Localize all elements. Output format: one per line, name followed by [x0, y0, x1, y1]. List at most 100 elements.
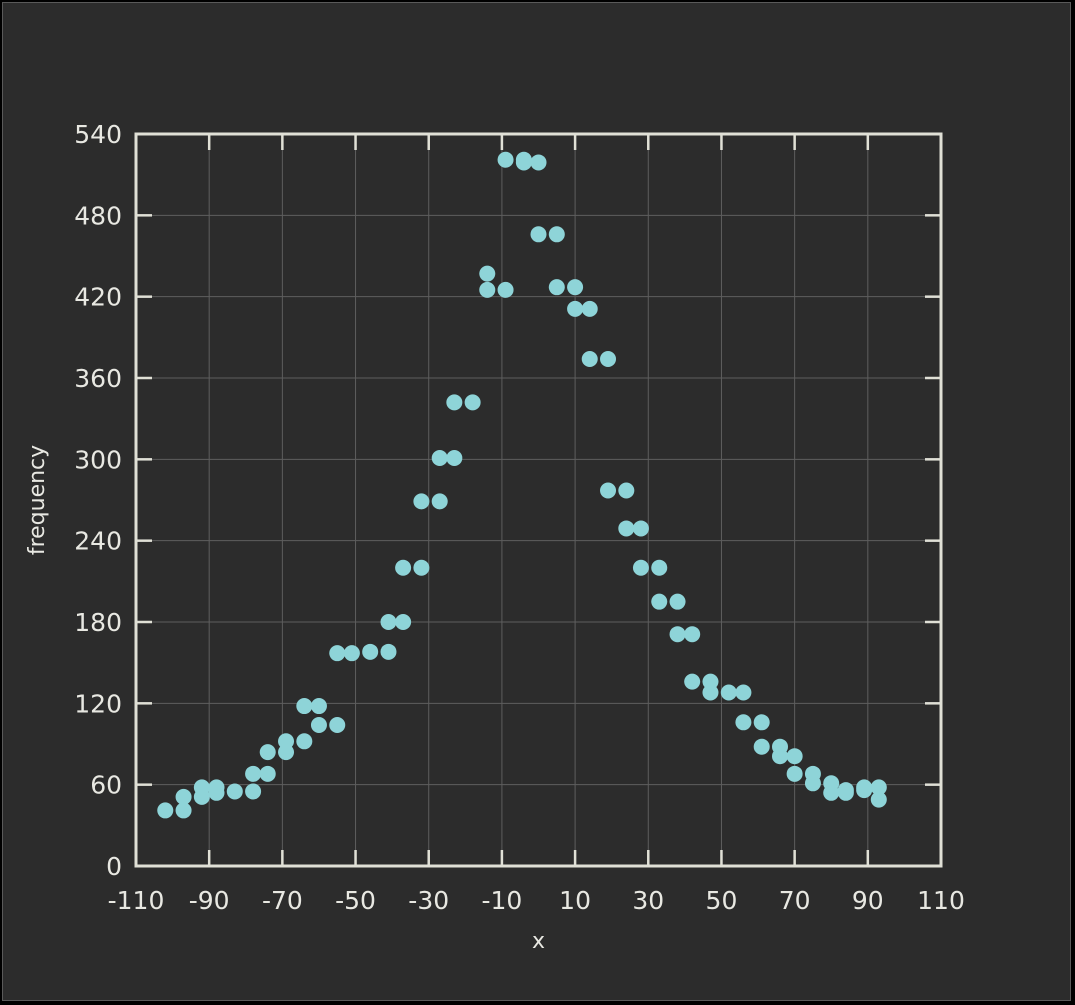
- data-point: [431, 449, 448, 466]
- data-point: [278, 733, 295, 750]
- grid-lines: [135, 133, 942, 867]
- y-tick-label: 60: [90, 771, 122, 800]
- x-tick-label: 50: [706, 886, 738, 915]
- data-point: [548, 279, 565, 296]
- data-point: [310, 698, 327, 715]
- data-point: [684, 626, 701, 643]
- x-tick-label: -30: [408, 886, 449, 915]
- data-point: [431, 493, 448, 510]
- x-axis-label: x: [532, 929, 545, 954]
- data-point: [632, 559, 649, 576]
- data-point: [753, 738, 770, 755]
- data-point: [329, 717, 346, 734]
- y-tick-label: 300: [74, 445, 122, 474]
- data-point: [157, 802, 174, 819]
- data-point: [479, 281, 496, 298]
- data-point: [175, 788, 192, 805]
- y-tick-label: 0: [106, 852, 122, 881]
- data-point: [735, 684, 752, 701]
- y-tick-labels: 0 60 120 180 240 300 360 420 480 540: [74, 120, 122, 881]
- data-point: [208, 779, 225, 796]
- data-point: [669, 626, 686, 643]
- x-tick-label: 10: [559, 886, 591, 915]
- data-point: [245, 783, 262, 800]
- y-axis-label: frequency: [25, 445, 50, 555]
- x-tick-label: 30: [632, 886, 664, 915]
- data-point: [669, 593, 686, 610]
- data-point: [380, 614, 397, 630]
- data-point: [786, 748, 803, 765]
- x-tick-label: 70: [779, 886, 811, 915]
- data-point: [446, 449, 463, 466]
- y-tick-label: 420: [74, 283, 122, 312]
- data-point: [226, 783, 243, 800]
- y-tick-label: 480: [74, 201, 122, 230]
- data-point: [296, 733, 313, 750]
- data-point: [515, 154, 532, 171]
- data-point: [735, 714, 752, 731]
- data-point: [870, 779, 887, 796]
- data-point: [772, 748, 788, 765]
- y-tick-label: 120: [74, 689, 122, 718]
- data-point: [259, 744, 276, 761]
- data-point: [651, 593, 668, 610]
- data-point: [413, 493, 430, 510]
- x-tick-label: -110: [108, 886, 165, 915]
- data-point: [600, 351, 617, 368]
- data-point: [310, 717, 327, 734]
- x-tick-label: -50: [335, 886, 376, 915]
- data-point: [804, 775, 821, 792]
- x-tick-label: -10: [481, 886, 522, 915]
- data-point: [362, 643, 379, 660]
- y-tick-label: 540: [74, 120, 122, 149]
- data-point: [497, 151, 514, 168]
- data-point: [530, 226, 547, 243]
- data-point: [702, 684, 719, 701]
- data-points: [157, 151, 887, 819]
- data-point: [497, 281, 514, 298]
- x-tick-label: 90: [852, 886, 884, 915]
- data-point: [329, 645, 346, 662]
- data-point: [380, 643, 397, 660]
- x-tick-label: 110: [917, 886, 965, 915]
- data-point: [446, 394, 463, 411]
- data-point: [343, 645, 360, 662]
- data-point: [837, 782, 854, 799]
- data-point: [567, 300, 584, 317]
- data-point: [618, 520, 635, 537]
- data-point: [464, 394, 481, 411]
- y-tick-label: 240: [74, 527, 122, 556]
- x-tick-label: -90: [189, 886, 230, 915]
- data-point: [413, 559, 430, 576]
- data-point: [548, 226, 565, 243]
- data-point: [870, 791, 887, 808]
- data-point: [259, 765, 276, 782]
- scatter-chart: -110 -90 -70 -50 -30 -10 10 30 50 70 90 110 0 60 120 1…: [25, 120, 965, 954]
- data-point: [632, 520, 649, 537]
- data-point: [395, 559, 412, 576]
- plot-area-border: [134, 132, 943, 868]
- x-tick-label: -70: [262, 886, 303, 915]
- data-point: [581, 351, 598, 368]
- data-point: [720, 684, 737, 701]
- data-point: [296, 698, 313, 715]
- data-point: [684, 673, 701, 690]
- data-point: [618, 482, 635, 499]
- data-point: [786, 765, 803, 782]
- data-point: [530, 154, 547, 171]
- data-point: [395, 614, 412, 630]
- data-point: [651, 559, 668, 576]
- data-point: [175, 802, 192, 819]
- data-point: [856, 779, 873, 796]
- data-point: [600, 482, 617, 499]
- data-point: [753, 714, 770, 731]
- data-point: [581, 300, 598, 317]
- y-tick-label: 360: [74, 364, 122, 393]
- x-tick-labels: -110 -90 -70 -50 -30 -10 10 30 50 70 90 110: [108, 886, 965, 915]
- data-point: [193, 779, 210, 796]
- data-point: [479, 265, 496, 282]
- axis-ticks: [134, 132, 943, 868]
- data-point: [245, 765, 262, 782]
- data-point: [823, 784, 840, 801]
